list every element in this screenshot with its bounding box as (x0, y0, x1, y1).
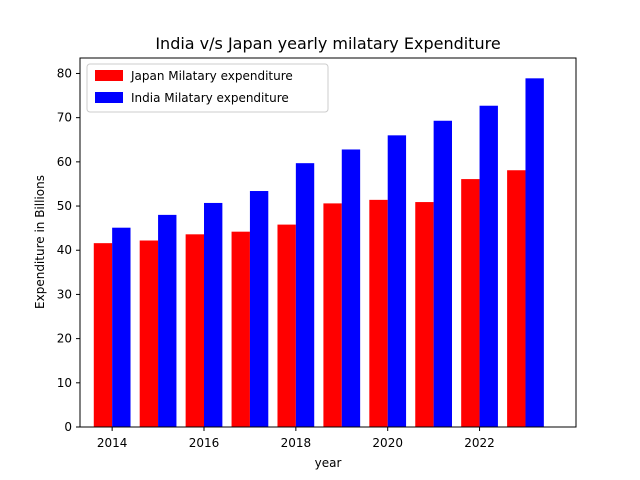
legend-box (86, 63, 329, 113)
y-axis-label: Expenditure in Billions (33, 175, 47, 309)
india-bar-2020 (387, 135, 407, 427)
x-axis-label: year (315, 456, 342, 470)
india-bar-2016 (204, 202, 223, 427)
y-tick-label: 40 (57, 243, 72, 257)
india-bar-2014 (112, 227, 131, 427)
legend-swatch-japan (95, 70, 123, 81)
japan-bar-2018 (277, 224, 296, 427)
y-tick-label: 10 (57, 376, 72, 390)
x-tick-label: 2016 (189, 436, 220, 450)
india-bar-2019 (341, 149, 361, 427)
x-tick-label: 2020 (372, 436, 403, 450)
japan-bar-2016 (185, 234, 204, 427)
india-bar-2023 (525, 78, 544, 428)
x-tick-label: 2022 (464, 436, 495, 450)
japan-bar-2020 (369, 199, 388, 427)
y-axis-ticks: 0 10 20 30 40 50 60 70 80 (57, 66, 80, 434)
y-tick-label: 20 (57, 332, 72, 346)
japan-bar-2015 (139, 240, 159, 427)
india-bar-2022 (479, 105, 498, 428)
bars-group (93, 78, 544, 428)
chart-title: India v/s Japan yearly milatary Expendit… (155, 34, 500, 53)
legend-swatch-india (95, 92, 123, 103)
y-tick-label: 60 (57, 155, 72, 169)
india-bar-2017 (249, 191, 269, 427)
japan-bar-2021 (415, 202, 434, 427)
y-tick-label: 50 (57, 199, 72, 213)
india-bar-2018 (295, 163, 315, 428)
legend-label-india: India Milatary expenditure (131, 91, 289, 105)
india-bar-2015 (158, 214, 177, 427)
y-tick-label: 0 (64, 420, 72, 434)
x-tick-label: 2014 (97, 436, 128, 450)
legend: Japan Milatary expenditure India Milatar… (86, 63, 329, 113)
x-axis-ticks: 2014 2016 2018 2020 2022 (97, 427, 495, 450)
y-tick-label: 70 (57, 111, 72, 125)
japan-bar-2022 (461, 179, 480, 427)
japan-bar-2014 (93, 243, 113, 427)
plot-frame (79, 57, 577, 428)
legend-label-japan: Japan Milatary expenditure (130, 69, 293, 83)
japan-bar-2019 (323, 203, 342, 427)
y-tick-label: 80 (57, 66, 72, 80)
japan-bar-2017 (231, 231, 250, 427)
india-bar-2021 (433, 120, 452, 427)
japan-bar-2023 (507, 170, 526, 427)
x-tick-label: 2018 (281, 436, 312, 450)
y-tick-label: 30 (57, 287, 72, 301)
